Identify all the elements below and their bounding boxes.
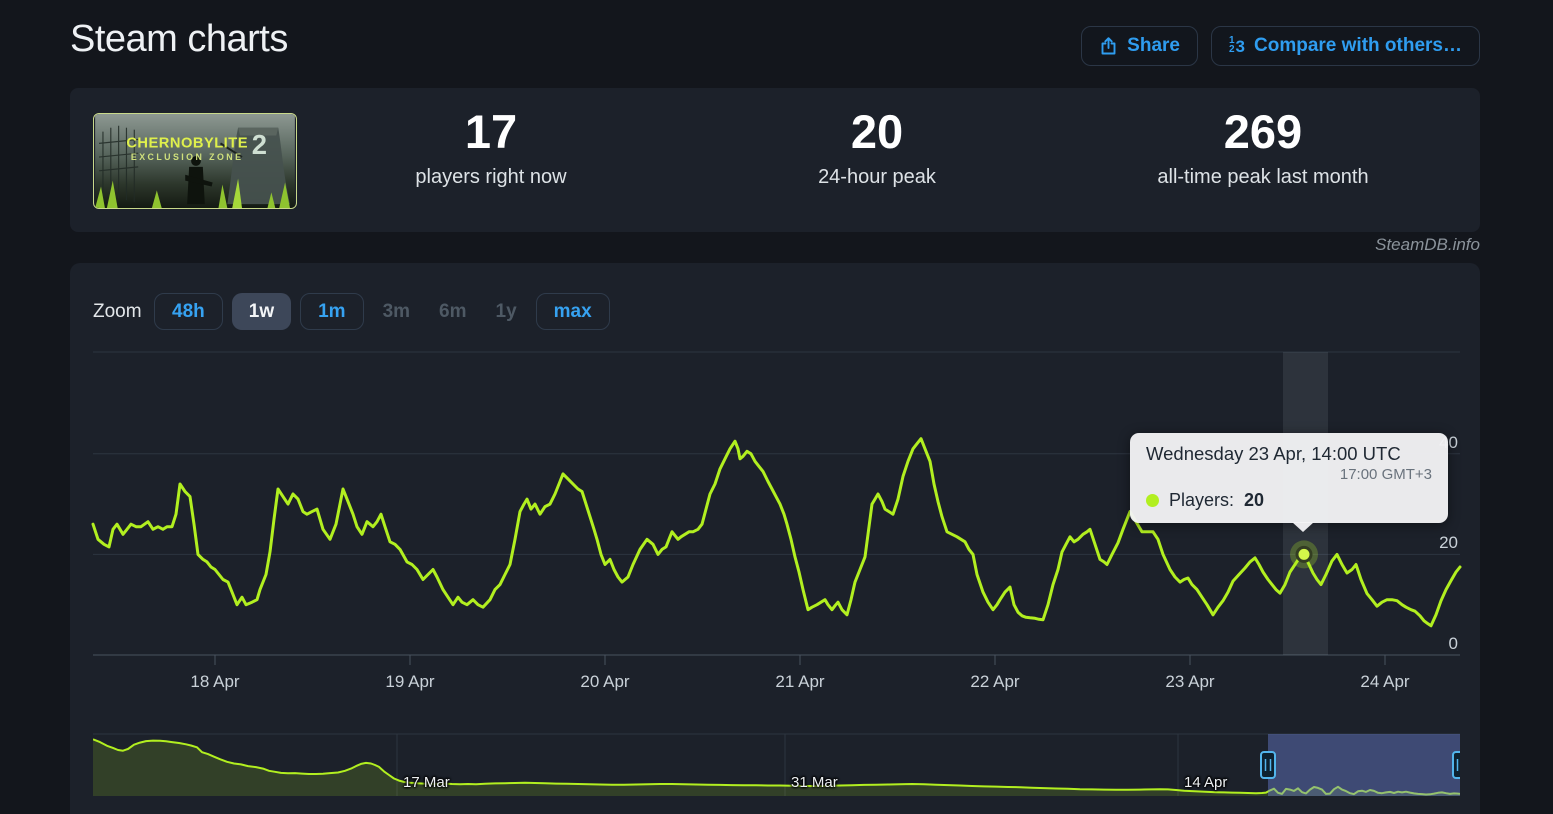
zoom-max-button[interactable]: max bbox=[535, 293, 610, 330]
zoom-3m-button: 3m bbox=[373, 293, 420, 330]
stat-alltime-peak: 269 all-time peak last month bbox=[1083, 106, 1443, 189]
stat-24h-peak-value: 20 bbox=[850, 105, 904, 158]
zoom-1y-button: 1y bbox=[486, 293, 527, 330]
banner-number-text: 2 bbox=[252, 129, 267, 160]
stat-players-now-label: players right now bbox=[415, 166, 567, 188]
zoom-1m-button[interactable]: 1m bbox=[300, 293, 364, 330]
zoom-label: Zoom bbox=[93, 301, 142, 322]
stat-24h-peak-label: 24-hour peak bbox=[818, 166, 936, 188]
zoom-1w-button[interactable]: 1w bbox=[231, 293, 292, 330]
banner-subtitle-text: EXCLUSION ZONE bbox=[131, 152, 243, 162]
stat-players-now: 17 players right now bbox=[311, 106, 671, 189]
chart-tooltip: Wednesday 23 Apr, 14:00 UTC 17:00 GMT+3 … bbox=[1130, 433, 1448, 532]
game-banner-image: CHERNOBYLITE 2 EXCLUSION ZONE bbox=[93, 113, 297, 209]
tooltip-series-label: Players: bbox=[1169, 490, 1235, 510]
stat-alltime-peak-value: 269 bbox=[1223, 105, 1303, 158]
compare-button-label: Compare with others… bbox=[1254, 35, 1462, 56]
share-icon bbox=[1099, 36, 1118, 56]
steamdb-watermark: SteamDB.info bbox=[1375, 235, 1480, 254]
stat-alltime-peak-label: all-time peak last month bbox=[1157, 166, 1369, 188]
tooltip-localtime: 17:00 GMT+3 bbox=[1339, 466, 1432, 483]
soldier-silhouette bbox=[185, 156, 213, 205]
tooltip-date: Wednesday 23 Apr, 14:00 UTC bbox=[1146, 443, 1401, 464]
page-title: Steam charts bbox=[70, 18, 288, 60]
game-banner-art: CHERNOBYLITE 2 EXCLUSION ZONE bbox=[95, 114, 295, 208]
series-color-dot bbox=[1146, 494, 1159, 507]
share-button-label: Share bbox=[1127, 35, 1180, 56]
zoom-48h-button[interactable]: 48h bbox=[154, 293, 223, 330]
banner-title-text: CHERNOBYLITE bbox=[126, 135, 248, 151]
stat-24h-peak: 20 24-hour peak bbox=[697, 106, 1057, 189]
chart-card bbox=[70, 263, 1480, 814]
tooltip-caret bbox=[1292, 522, 1314, 532]
tooltip-series-value: 20 bbox=[1244, 490, 1265, 510]
zoom-controls: 48h 1w 1m 3m 6m 1y max bbox=[154, 293, 610, 330]
stat-players-now-value: 17 bbox=[464, 105, 518, 158]
zoom-6m-button: 6m bbox=[429, 293, 476, 330]
radar-array-silhouette bbox=[98, 125, 139, 203]
share-button[interactable]: Share bbox=[1081, 26, 1198, 66]
cooling-tower-silhouette bbox=[227, 127, 290, 205]
grass-silhouette bbox=[95, 178, 290, 208]
stats-card bbox=[70, 88, 1480, 232]
